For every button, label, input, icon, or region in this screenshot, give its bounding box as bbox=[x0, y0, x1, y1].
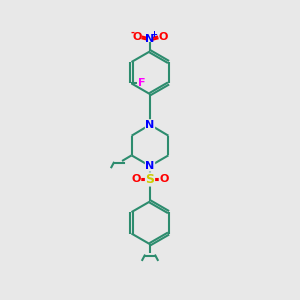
Text: F: F bbox=[138, 78, 146, 88]
Text: -: - bbox=[130, 28, 134, 38]
Text: +: + bbox=[150, 30, 158, 39]
Text: O: O bbox=[158, 32, 168, 42]
Text: N: N bbox=[146, 34, 154, 44]
Text: O: O bbox=[131, 174, 141, 184]
Text: N: N bbox=[146, 120, 154, 130]
Text: N: N bbox=[146, 161, 154, 171]
Text: S: S bbox=[146, 173, 154, 186]
Text: O: O bbox=[132, 32, 142, 42]
Text: O: O bbox=[159, 174, 169, 184]
